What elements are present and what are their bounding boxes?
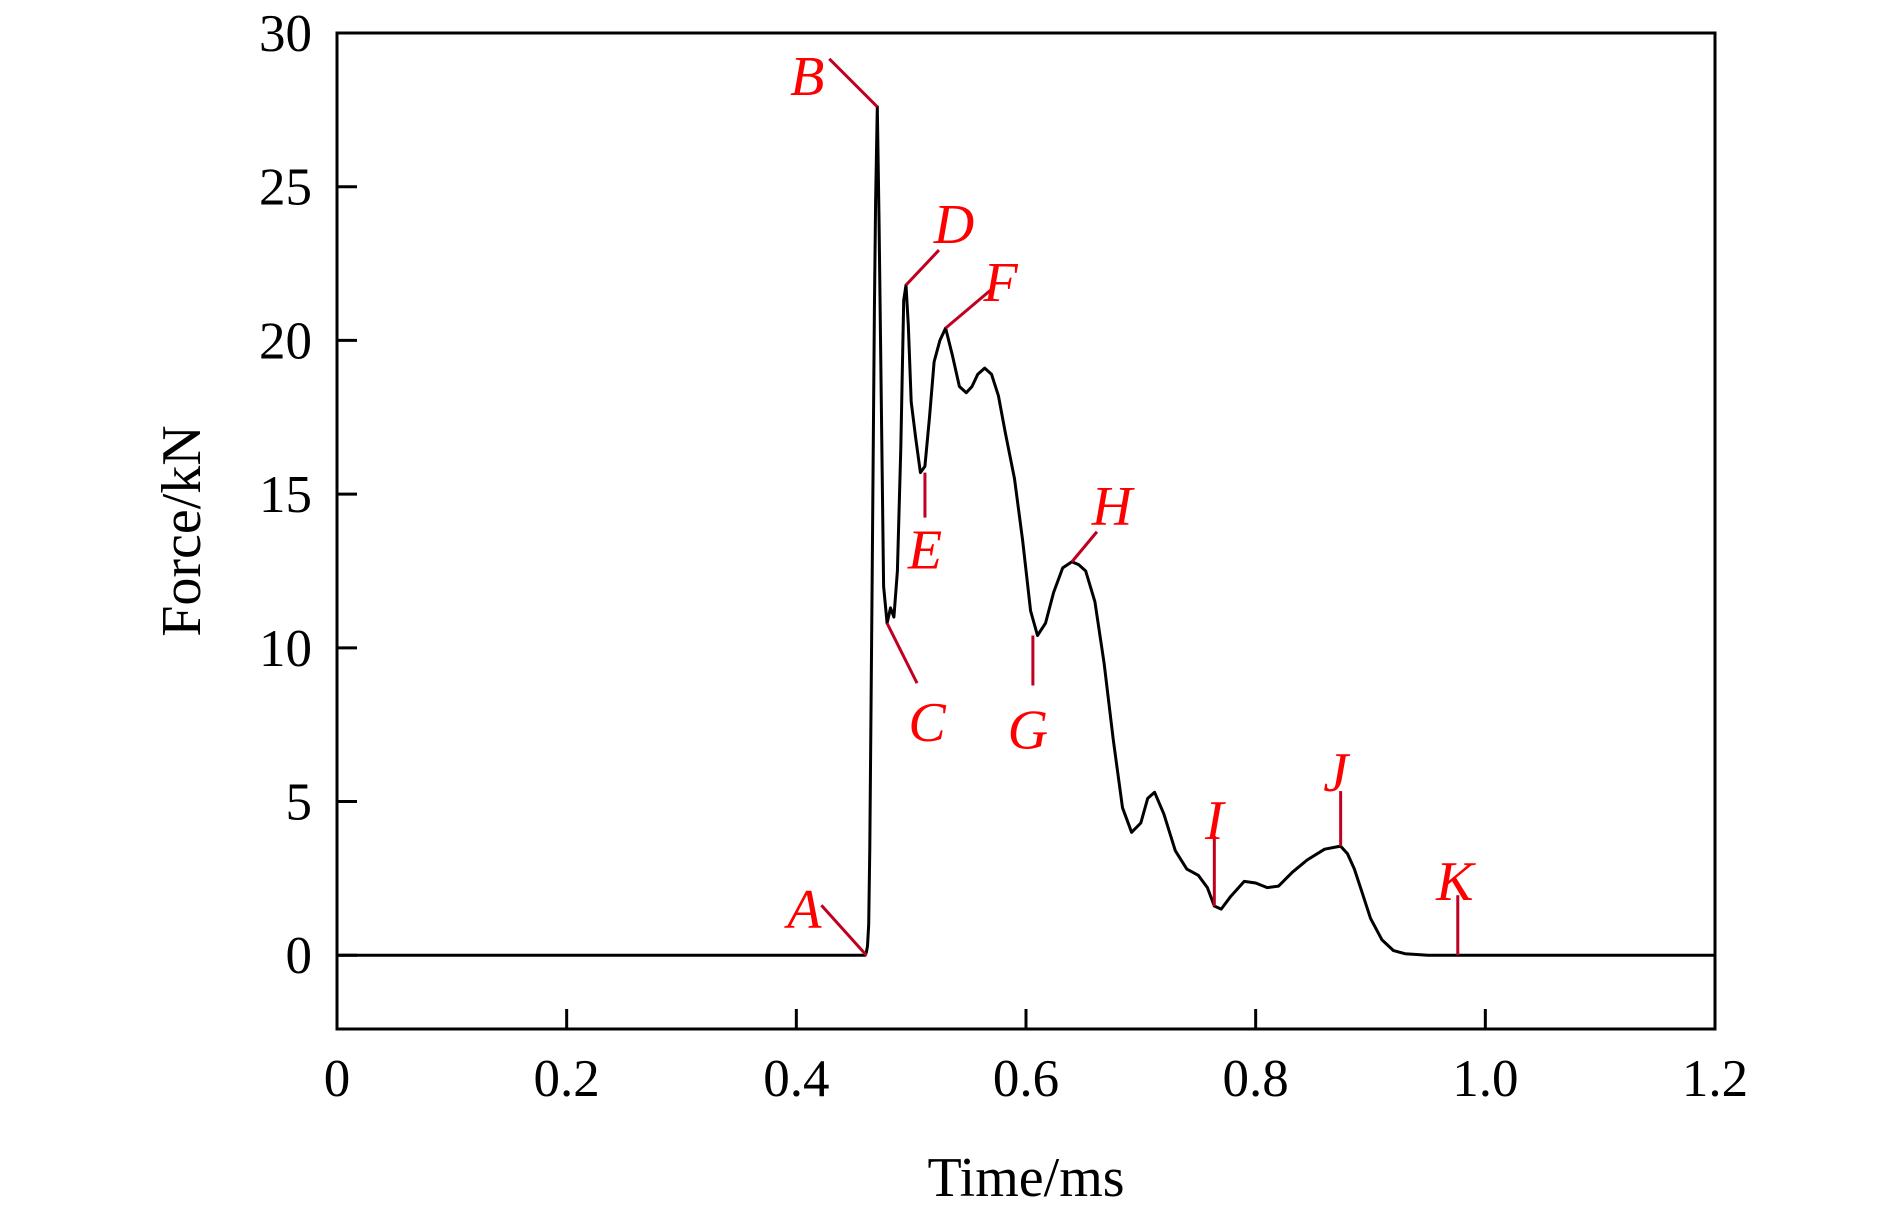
annotation-marker <box>904 249 941 287</box>
annotation-marker <box>1070 530 1099 563</box>
annotation-label: I <box>1204 790 1226 852</box>
x-tick-label: 0.8 <box>1223 1050 1289 1108</box>
x-axis-title: Time/ms <box>927 1147 1124 1209</box>
annotation-label: F <box>983 252 1019 314</box>
annotation-marker <box>820 904 868 957</box>
plot-frame <box>335 31 1717 1031</box>
y-axis-ticks: 0 5 10 15 20 25 30 <box>259 5 357 985</box>
annotation-label: A <box>783 879 822 941</box>
annotation-marker <box>944 288 992 330</box>
annotation-label: H <box>1091 476 1135 538</box>
annotation-label: K <box>1435 851 1476 913</box>
annotation-label: D <box>933 194 974 256</box>
y-tick-label: 5 <box>286 774 313 832</box>
event-annotations: A B C D E F G H I J K <box>783 46 1476 957</box>
annotation-marker <box>828 57 879 108</box>
annotation-label: E <box>907 520 942 582</box>
annotation-label: J <box>1323 742 1351 804</box>
annotation-label: B <box>790 46 824 108</box>
x-axis-ticks: 0 0.2 0.4 0.6 0.8 1.0 1.2 <box>324 1009 1748 1108</box>
x-tick-label: 0.2 <box>534 1050 600 1108</box>
force-series-line <box>337 105 1715 957</box>
y-tick-label: 15 <box>259 466 312 524</box>
y-tick-label: 10 <box>259 620 312 678</box>
annotation-marker <box>885 622 919 684</box>
y-tick-label: 30 <box>259 5 312 63</box>
x-tick-label: 1.2 <box>1682 1050 1748 1108</box>
annotation-label: G <box>1008 700 1048 762</box>
x-tick-label: 0.4 <box>763 1050 829 1108</box>
annotation-label: C <box>908 692 946 754</box>
x-tick-label: 0 <box>324 1050 351 1108</box>
x-tick-label: 0.6 <box>993 1050 1059 1108</box>
y-axis-title: Force/kN <box>151 425 213 637</box>
y-tick-label: 25 <box>259 159 312 217</box>
y-tick-label: 0 <box>286 927 313 985</box>
x-tick-label: 1.0 <box>1452 1050 1518 1108</box>
y-tick-label: 20 <box>259 312 312 370</box>
